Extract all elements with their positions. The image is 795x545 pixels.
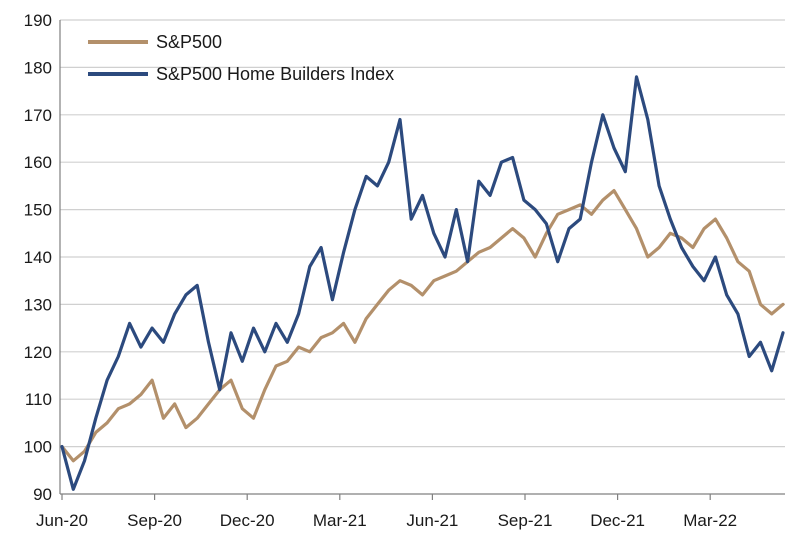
x-tick-label: Mar-21 <box>313 511 367 530</box>
y-tick-label: 100 <box>24 438 52 457</box>
y-tick-label: 130 <box>24 295 52 314</box>
y-tick-label: 150 <box>24 201 52 220</box>
y-tick-label: 160 <box>24 153 52 172</box>
x-tick-label: Dec-20 <box>220 511 275 530</box>
legend-label: S&P500 <box>156 32 222 52</box>
series-lines <box>60 75 785 491</box>
home-builders-series-line <box>60 75 785 491</box>
x-tick-label: Sep-20 <box>127 511 182 530</box>
x-tick-label: Dec-21 <box>590 511 645 530</box>
y-tick-label: 110 <box>25 390 52 409</box>
y-tick-label: 190 <box>24 11 52 30</box>
axes <box>59 20 785 495</box>
x-tick-label: Jun-20 <box>36 511 88 530</box>
legend: S&P500 S&P500 Home Builders Index <box>88 32 394 84</box>
x-tick-label: Jun-21 <box>406 511 458 530</box>
sp500-series-line <box>60 189 785 463</box>
y-tick-label: 90 <box>33 485 52 504</box>
legend-label: S&P500 Home Builders Index <box>156 64 394 84</box>
y-tick-label: 180 <box>24 58 52 77</box>
y-axis-ticks: 90 100 110 120 130 140 150 160 170 180 190 <box>24 11 52 504</box>
y-tick-label: 170 <box>24 106 52 125</box>
x-tick-label: Mar-22 <box>683 511 737 530</box>
x-axis-ticks: Jun-20 Sep-20 Dec-20 Mar-21 Jun-21 Sep-21 Dec-… <box>36 494 737 530</box>
x-tick-label: Sep-21 <box>498 511 553 530</box>
y-tick-label: 120 <box>24 343 52 362</box>
y-tick-label: 140 <box>24 248 52 267</box>
